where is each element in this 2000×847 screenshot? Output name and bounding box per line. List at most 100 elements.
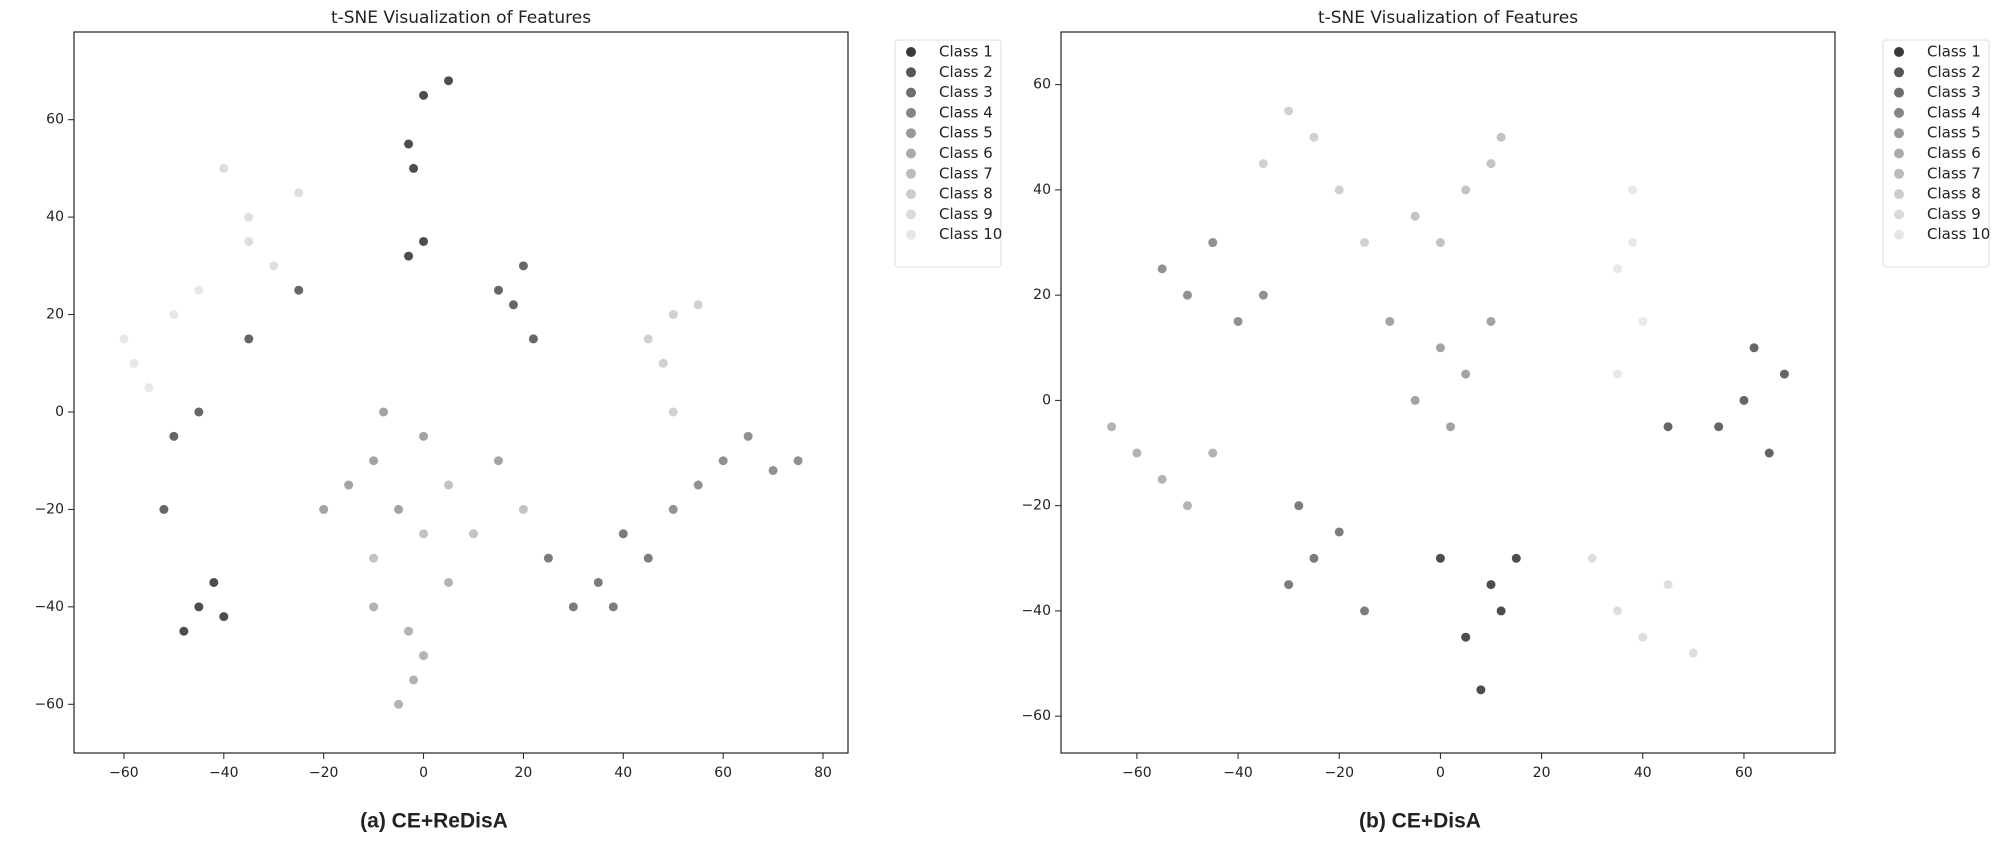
data-point [394, 504, 404, 514]
data-point [1461, 369, 1471, 379]
x-tick-label: −60 [109, 765, 139, 781]
legend-label: Class 1 [1927, 43, 1981, 61]
data-point [1476, 685, 1486, 695]
data-point [1749, 343, 1759, 353]
legend-box [894, 39, 1002, 268]
data-point [344, 480, 354, 490]
data-point [668, 504, 678, 514]
x-tick-label: 40 [614, 765, 632, 781]
x-tick-label: −40 [1223, 765, 1253, 781]
data-point [369, 602, 379, 612]
data-point [294, 285, 304, 295]
data-point [1208, 448, 1218, 458]
legend-label: Class 2 [939, 63, 993, 81]
data-point [319, 504, 329, 514]
legend-label: Class 8 [1927, 185, 1981, 203]
caption: (a) CE+ReDisA [360, 810, 508, 833]
data-point [668, 310, 678, 320]
x-tick-label: −20 [1324, 765, 1354, 781]
data-point [1486, 580, 1496, 590]
data-point [1663, 580, 1673, 590]
legend-marker [906, 168, 916, 179]
legend-marker [906, 229, 916, 240]
legend-label: Class 10 [939, 225, 1002, 243]
data-point [369, 456, 379, 466]
data-point [1208, 238, 1218, 248]
legend-marker [906, 87, 916, 98]
y-tick-label: 20 [46, 307, 64, 323]
x-tick-label: 0 [419, 765, 428, 781]
data-point [593, 577, 603, 587]
data-point [1496, 132, 1506, 142]
data-point [409, 675, 419, 685]
data-point [1107, 422, 1117, 432]
data-point [568, 602, 578, 612]
data-point [294, 188, 304, 198]
data-point [404, 139, 414, 149]
data-point [528, 334, 538, 344]
chart-title: t-SNE Visualization of Features [1318, 8, 1578, 28]
data-point [1638, 632, 1648, 642]
legend-label: Class 10 [1927, 225, 1990, 243]
data-point [543, 553, 553, 563]
chart-title: t-SNE Visualization of Features [331, 8, 591, 28]
y-tick-label: 60 [46, 112, 64, 128]
data-point [219, 163, 229, 173]
y-tick-label: −60 [34, 696, 64, 712]
data-point [1157, 264, 1167, 274]
data-point [419, 651, 429, 661]
data-point [1258, 290, 1268, 300]
data-point [444, 577, 454, 587]
legend-label: Class 5 [939, 124, 993, 142]
legend-label: Class 7 [1927, 164, 1981, 182]
legend-label: Class 9 [1927, 205, 1981, 223]
legend-marker [906, 148, 916, 159]
data-point [1496, 606, 1506, 616]
x-tick-label: −20 [309, 765, 339, 781]
y-tick-label: 40 [1033, 182, 1051, 198]
data-point [404, 251, 414, 261]
legend-marker [906, 67, 916, 78]
data-point [518, 504, 528, 514]
x-tick-label: 20 [1533, 765, 1551, 781]
data-point [1435, 343, 1445, 353]
legend-label: Class 5 [1927, 124, 1981, 142]
data-point [1688, 648, 1698, 658]
legend-box [1882, 39, 1990, 268]
legend-marker [1894, 87, 1904, 98]
x-tick-label: 80 [814, 765, 832, 781]
data-point [379, 407, 389, 417]
data-point [159, 504, 169, 514]
y-tick-label: −40 [1021, 603, 1051, 619]
data-point [444, 76, 454, 86]
data-point [468, 529, 478, 539]
legend-marker [906, 47, 916, 57]
data-point [129, 358, 139, 368]
data-point [1486, 316, 1496, 326]
data-point [618, 529, 628, 539]
x-tick-label: −40 [209, 765, 239, 781]
data-point [404, 626, 414, 636]
data-point [1233, 316, 1243, 326]
data-point [244, 236, 254, 246]
legend-marker [906, 107, 916, 118]
legend-marker [1894, 229, 1904, 240]
data-point [1284, 106, 1294, 116]
data-point [169, 431, 179, 441]
data-point [394, 699, 404, 709]
data-point [1612, 264, 1622, 274]
data-point [1410, 395, 1420, 405]
legend-label: Class 4 [1927, 103, 1981, 121]
data-point [493, 456, 503, 466]
data-point [1435, 238, 1445, 248]
data-point [1587, 553, 1597, 563]
data-point [144, 383, 154, 393]
legend-label: Class 1 [939, 43, 993, 61]
data-point [219, 612, 229, 622]
data-point [269, 261, 279, 271]
data-point [1461, 185, 1471, 195]
data-point [209, 577, 219, 587]
caption: (b) CE+DisA [1359, 810, 1481, 833]
data-point [1258, 159, 1268, 169]
